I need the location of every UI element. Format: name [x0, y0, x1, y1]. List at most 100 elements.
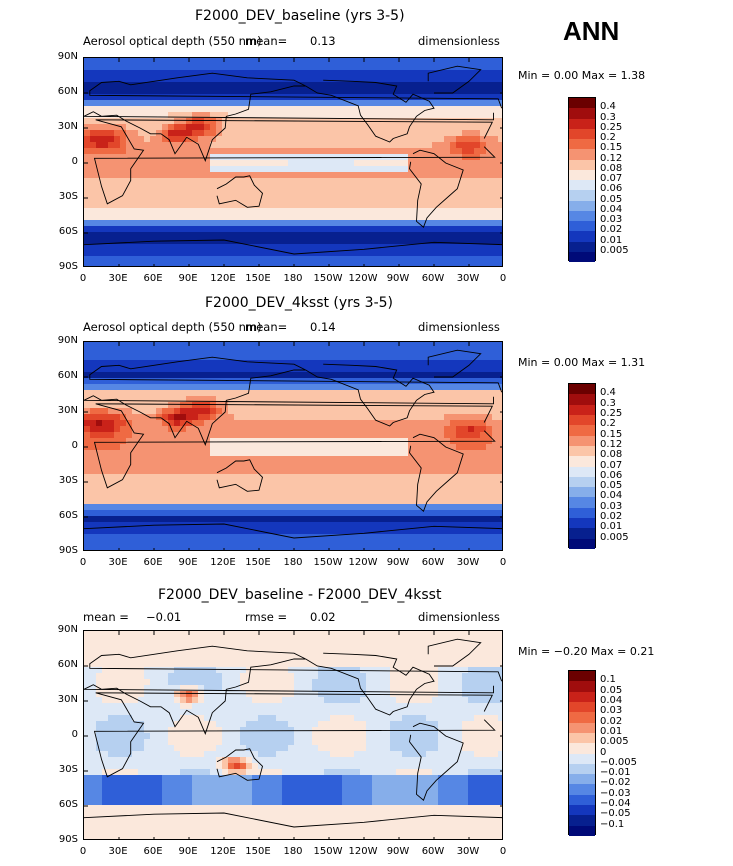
- colorbar-swatch: [569, 404, 595, 415]
- lon-tick-label: 150W: [313, 557, 343, 568]
- lon-tick-label: 30W: [456, 846, 480, 857]
- lon-tick-label: 150E: [245, 846, 271, 857]
- panel-mean-label: mean=: [245, 320, 288, 334]
- panel-mean-value: 0.13: [310, 34, 336, 48]
- panel-units: dimensionless: [418, 320, 500, 334]
- lon-tick-label: 60E: [143, 273, 163, 284]
- colorbar-swatch: [569, 701, 595, 713]
- colorbar-swatch: [569, 671, 595, 682]
- colorbar-swatch: [569, 149, 595, 160]
- colorbar-swatch: [569, 159, 595, 170]
- colorbar-tick-label: 0.4: [600, 387, 616, 399]
- lat-tick-label: 0: [71, 440, 78, 451]
- colorbar-swatch: [569, 538, 595, 549]
- lat-tick-label: 60N: [57, 86, 78, 97]
- colorbar-swatch: [569, 528, 595, 539]
- lat-tick-label: 90S: [58, 545, 78, 556]
- lon-tick-label: 0: [79, 557, 87, 568]
- lon-tick-label: 90E: [178, 557, 198, 568]
- colorbar-swatch: [569, 190, 595, 201]
- lon-tick-label: 150W: [313, 273, 343, 284]
- lon-tick-label: 60W: [421, 846, 445, 857]
- colorbar: [568, 97, 596, 262]
- colorbar-tick-label: 0.04: [600, 203, 623, 215]
- colorbar-swatch: [569, 456, 595, 467]
- colorbar-tick-label: 0.04: [600, 490, 623, 502]
- colorbar-swatch: [569, 98, 595, 109]
- colorbar-swatch: [569, 384, 595, 395]
- lat-tick-label: 30S: [58, 764, 78, 775]
- panel-rmse-label: rmse =: [245, 610, 288, 624]
- colorbar-swatch: [569, 487, 595, 498]
- colorbar-tick-label: 0.25: [600, 121, 623, 133]
- lon-tick-label: 120E: [210, 273, 236, 284]
- colorbar-swatch: [569, 732, 595, 744]
- colorbar-tick-label: −0.005: [600, 756, 638, 768]
- lon-tick-label: 60E: [143, 846, 163, 857]
- lon-tick-label: 150E: [245, 557, 271, 568]
- lon-tick-label: 120W: [348, 557, 378, 568]
- colorbar-swatch: [569, 241, 595, 252]
- lon-tick-label: 30E: [108, 273, 128, 284]
- colorbar-tick-label: 0.08: [600, 449, 623, 461]
- lon-tick-label: 150E: [245, 273, 271, 284]
- colorbar-tick-label: 0.01: [600, 521, 623, 533]
- coastline: [216, 175, 264, 208]
- lat-tick-label: 30S: [58, 191, 78, 202]
- lon-tick-label: 30W: [456, 273, 480, 284]
- colorbar-tick-label: 0.005: [600, 736, 629, 748]
- panel-minmax: Min = 0.00 Max = 1.31: [518, 356, 646, 369]
- lat-tick-label: 90S: [58, 834, 78, 845]
- colorbar-swatch: [569, 763, 595, 775]
- panel-variable-label: Aerosol optical depth (550 nm): [83, 320, 262, 334]
- panel-rmse-value: 0.02: [310, 610, 336, 624]
- coastline: [409, 722, 464, 801]
- lat-tick-label: 90N: [57, 335, 78, 346]
- colorbar-tick-label: 0.04: [600, 694, 623, 706]
- coastline: [216, 459, 264, 492]
- lat-tick-label: 60S: [58, 226, 78, 237]
- lat-tick-label: 60N: [57, 659, 78, 670]
- colorbar-tick-label: −0.03: [600, 787, 631, 799]
- colorbar-tick-label: 0.1: [600, 674, 616, 686]
- colorbar-swatch: [569, 518, 595, 529]
- lon-tick-label: 180: [283, 846, 303, 857]
- lat-tick-label: 60N: [57, 370, 78, 381]
- lon-tick-label: 30W: [456, 557, 480, 568]
- colorbar-swatch: [569, 435, 595, 446]
- lon-tick-label: 0: [499, 557, 507, 568]
- colorbar-tick-label: 0.07: [600, 173, 623, 184]
- lon-tick-label: 90W: [386, 557, 410, 568]
- coastline: [84, 239, 502, 255]
- map-field: [84, 58, 502, 266]
- lat-tick-label: 0: [71, 729, 78, 740]
- coastline: [84, 645, 502, 735]
- colorbar-tick-label: 0.01: [600, 725, 623, 737]
- lon-tick-label: 60W: [421, 557, 445, 568]
- colorbar-tick-label: 0.02: [600, 511, 623, 523]
- colorbar-tick-label: 0.03: [600, 500, 623, 512]
- map-field: [84, 631, 502, 839]
- panel-mean-label: mean =: [83, 610, 129, 624]
- colorbar-swatch: [569, 805, 595, 816]
- colorbar-swatch: [569, 825, 595, 836]
- colorbar-swatch: [569, 108, 595, 119]
- panel-title: F2000_DEV_baseline - F2000_DEV_4ksst: [158, 587, 442, 603]
- lon-tick-label: 90W: [386, 846, 410, 857]
- lat-tick-label: 60S: [58, 799, 78, 810]
- colorbar-tick-label: 0.06: [600, 469, 623, 481]
- colorbar-swatch: [569, 753, 595, 764]
- lat-tick-label: 0: [71, 156, 78, 167]
- colorbar-swatch: [569, 743, 595, 754]
- colorbar-tick-label: 0.15: [600, 428, 623, 440]
- colorbar-tick-label: 0.08: [600, 162, 623, 174]
- colorbar-swatch: [569, 466, 595, 477]
- lon-tick-label: 60E: [143, 557, 163, 568]
- colorbar-swatch: [569, 681, 595, 692]
- colorbar-tick-label: 0.12: [600, 152, 623, 164]
- panel-units: dimensionless: [418, 610, 500, 624]
- colorbar-tick-label: −0.02: [600, 777, 631, 789]
- colorbar-swatch: [569, 507, 595, 519]
- coastline: [84, 72, 502, 162]
- lon-tick-label: 120E: [210, 557, 236, 568]
